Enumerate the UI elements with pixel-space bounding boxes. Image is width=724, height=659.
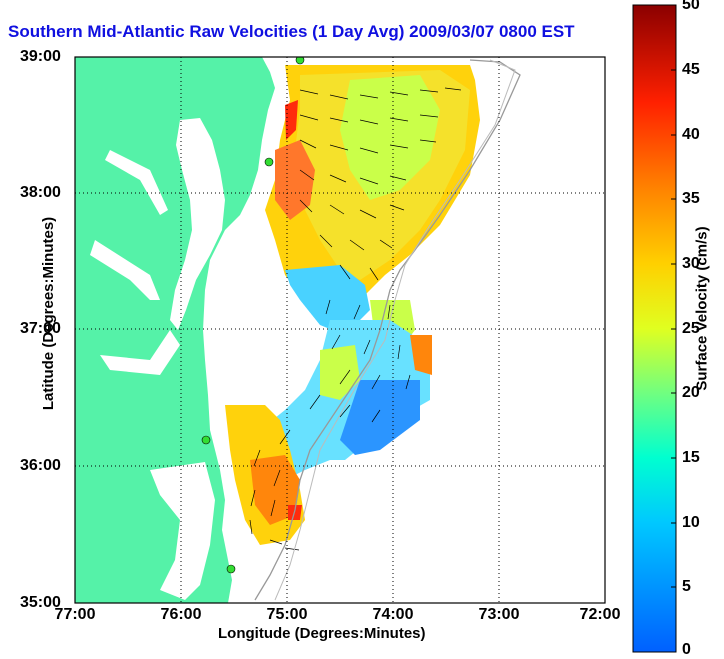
x-tick-label: 72:00: [579, 606, 621, 623]
colorbar-tick: 15: [682, 449, 700, 466]
colorbar-tick: 35: [682, 190, 700, 207]
station-marker: [264, 157, 274, 167]
colorbar-tick: 0: [682, 641, 691, 658]
plot-frame: [74, 56, 606, 604]
colorbar-tick: 10: [682, 514, 700, 531]
colorbar-tick: 30: [682, 255, 700, 272]
velocity-arrows: [249, 87, 462, 551]
y-tick-label: 37:00: [20, 320, 61, 337]
y-tick-label: 35:00: [20, 594, 61, 611]
x-tick-label: 73:00: [478, 606, 520, 623]
colorbar-tick: 20: [682, 384, 700, 401]
colorbar-tick: 45: [682, 61, 700, 78]
station-marker: [201, 435, 211, 445]
shelf-contour: [254, 59, 521, 601]
y-axis-label: Latitude (Degrees:Minutes): [40, 216, 58, 411]
colorbar-tick: 40: [682, 126, 700, 143]
colorbar-tick: 25: [682, 320, 700, 337]
colorbar-label: Surface Velocity (cm/s): [693, 226, 711, 391]
x-tick-label: 75:00: [266, 606, 308, 623]
colorbar-tick: 5: [682, 578, 691, 595]
y-tick-label: 38:00: [20, 184, 61, 201]
velocity-field: [225, 65, 480, 545]
y-tick-label: 36:00: [20, 457, 61, 474]
x-tick-label: 76:00: [160, 606, 202, 623]
station-marker: [295, 57, 305, 65]
map-title: Southern Mid-Atlantic Raw Velocities (1 …: [8, 22, 575, 41]
station-marker: [226, 564, 236, 574]
land-mass: [75, 57, 275, 603]
colorbar: [632, 4, 677, 653]
x-tick-label: 74:00: [372, 606, 414, 623]
y-tick-label: 39:00: [20, 48, 61, 65]
colorbar-tick: 50: [682, 0, 700, 13]
grid-lines: [75, 57, 605, 603]
chesapeake-bay: [170, 118, 225, 330]
x-axis-label: Longitude (Degrees:Minutes): [218, 625, 426, 642]
x-tick-label: 77:00: [54, 606, 96, 623]
